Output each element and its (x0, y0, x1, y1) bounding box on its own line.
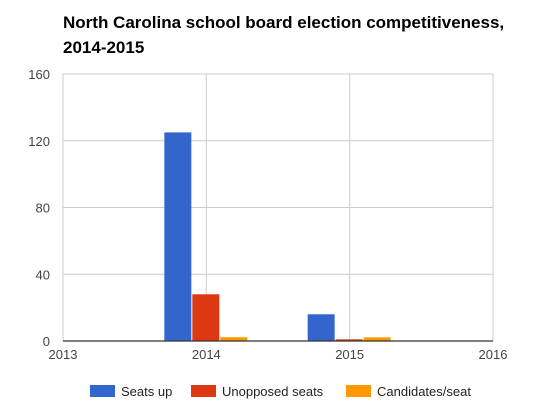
legend-label: Candidates/seat (377, 384, 471, 399)
gridlines (62, 73, 494, 342)
y-tick-label: 160 (28, 67, 50, 82)
y-tick-label: 80 (36, 201, 50, 216)
bar-unopposed-seats (335, 339, 363, 341)
x-tick-label: 2015 (335, 347, 364, 362)
x-tick-label: 2013 (49, 347, 78, 362)
bar-candidates-seat (220, 337, 248, 341)
y-tick-label: 40 (36, 267, 50, 282)
bar-unopposed-seats (192, 294, 220, 341)
legend-swatch (90, 385, 115, 397)
bar-seats-up (164, 132, 192, 341)
chart-title: North Carolina school board election com… (63, 13, 505, 57)
x-tick-label: 2014 (192, 347, 221, 362)
legend-swatch (191, 385, 216, 397)
legend-swatch (346, 385, 371, 397)
bars (164, 132, 391, 341)
y-tick-label: 120 (28, 134, 50, 149)
bar-seats-up (307, 314, 335, 341)
bar-candidates-seat (363, 337, 391, 341)
x-tick-label: 2016 (479, 347, 508, 362)
legend-label: Unopposed seats (222, 384, 324, 399)
legend-label: Seats up (121, 384, 172, 399)
legend: Seats up Unopposed seats Candidates/seat (90, 384, 471, 399)
axes: 0 40 80 120 160 2013 2014 2015 2016 (28, 67, 507, 362)
y-tick-label: 0 (43, 334, 50, 349)
